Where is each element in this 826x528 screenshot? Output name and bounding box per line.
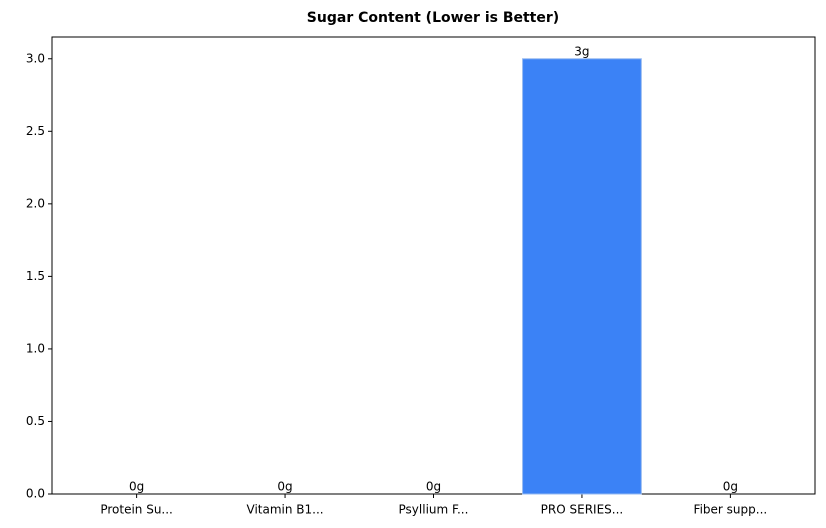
y-tick-label: 3.0 bbox=[26, 51, 45, 65]
chart-title: Sugar Content (Lower is Better) bbox=[307, 10, 559, 26]
y-tick-label: 2.0 bbox=[26, 196, 45, 210]
value-label: 3g bbox=[574, 44, 589, 58]
x-tick-label: PRO SERIES... bbox=[541, 503, 624, 517]
value-label: 0g bbox=[129, 480, 144, 494]
value-label: 0g bbox=[426, 480, 441, 494]
bar bbox=[522, 58, 642, 495]
plot-frame bbox=[51, 36, 816, 495]
y-tick-label: 0.5 bbox=[26, 414, 45, 428]
value-label: 0g bbox=[723, 480, 738, 494]
x-tick-label: Protein Su... bbox=[100, 503, 173, 517]
x-tick-label: Fiber supp... bbox=[694, 503, 768, 517]
y-tick-label: 1.5 bbox=[26, 269, 45, 283]
value-label: 0g bbox=[277, 480, 292, 494]
y-tick-label: 0.0 bbox=[26, 487, 45, 501]
y-tick-label: 1.0 bbox=[26, 341, 45, 355]
x-tick-label: Vitamin B1... bbox=[247, 503, 324, 517]
y-tick-label: 2.5 bbox=[26, 124, 45, 138]
x-tick-label: Psyllium F... bbox=[399, 503, 469, 517]
